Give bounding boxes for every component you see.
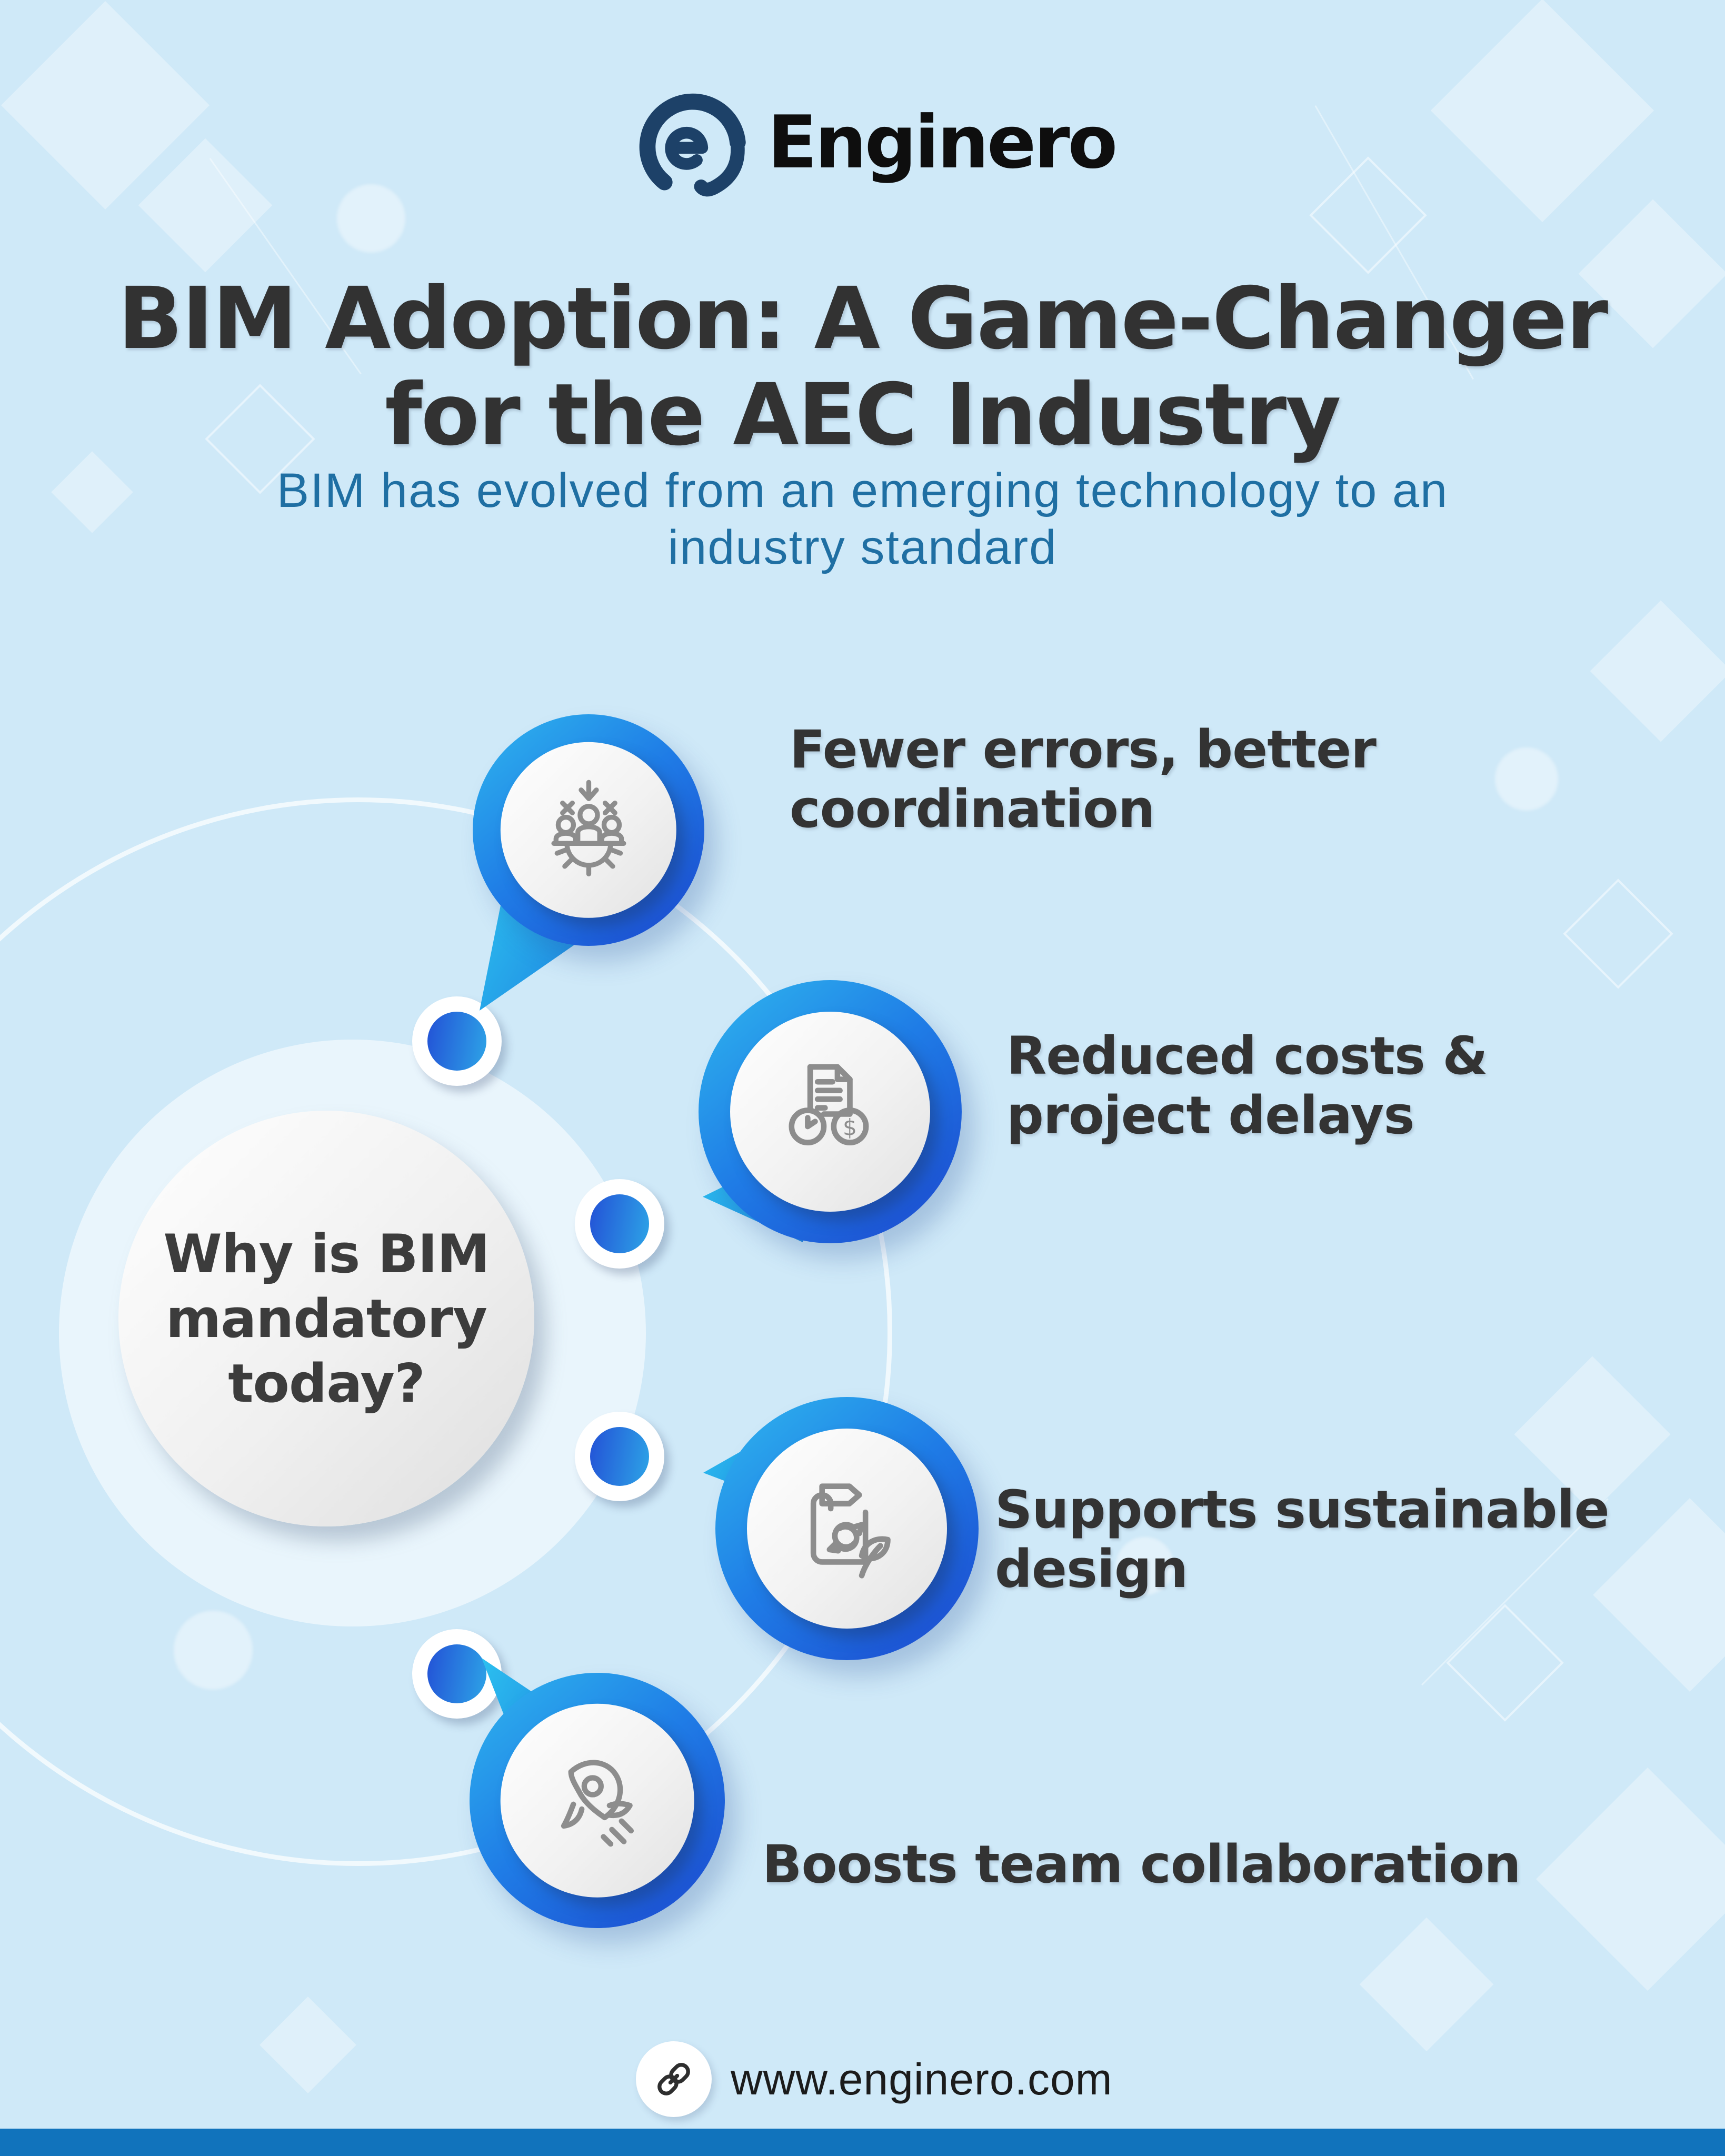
benefit-label-line: Supports sustainable	[995, 1480, 1610, 1540]
bg-diamond-outline	[1446, 1604, 1564, 1722]
bg-diamond	[138, 138, 273, 273]
bg-diamond-outline	[1309, 156, 1427, 274]
bg-soft-circle	[1116, 1537, 1174, 1595]
benefit-label-sustainable: Supports sustainable design	[995, 1480, 1610, 1600]
title-line-2: for the AEC Industry	[385, 366, 1341, 465]
bg-diamond	[260, 1997, 356, 2093]
benefit-label-line: project delays	[1006, 1085, 1414, 1146]
document-clock-dollar-icon: $	[789, 1064, 869, 1146]
benefit-bubble-costs: $	[699, 980, 962, 1243]
central-question-bubble: Why is BIM mandatory today?	[118, 1111, 534, 1526]
connector-dot	[575, 1179, 664, 1269]
link-icon	[657, 2063, 690, 2095]
benefit-label-line: Reduced costs &	[1006, 1026, 1488, 1086]
bg-diamond	[1359, 1917, 1494, 2052]
bg-diamond-outline	[1563, 879, 1673, 989]
benefit-bubble-sustainable	[715, 1397, 979, 1660]
link-badge	[636, 2041, 712, 2117]
central-question-line1: Why is BIM	[163, 1222, 490, 1285]
title-line-1: BIM Adoption: A Game-Changer	[117, 270, 1608, 368]
central-question-line2: mandatory	[165, 1287, 487, 1350]
footer: www.enginero.com	[636, 2041, 1113, 2117]
bubble-face	[747, 1429, 947, 1629]
benefit-label-line: Boosts team collaboration	[762, 1834, 1521, 1895]
rocket-icon	[561, 1760, 634, 1846]
benefit-label-collaboration: Boosts team collaboration	[762, 1835, 1521, 1894]
bg-soft-circle	[1495, 747, 1558, 811]
benefit-label-line: design	[995, 1539, 1188, 1600]
connector-dot	[412, 996, 502, 1086]
benefit-bubble-collaboration	[470, 1673, 725, 1928]
footer-website: www.enginero.com	[731, 2054, 1113, 2104]
bg-diamond	[1430, 0, 1654, 223]
svg-text:$: $	[843, 1115, 857, 1141]
connector-dot	[575, 1412, 664, 1501]
page-subtitle: BIM has evolved from an emerging technol…	[0, 462, 1725, 576]
bubble-face: $	[730, 1012, 930, 1212]
benefit-label-line: coordination	[790, 779, 1155, 840]
bubble-face	[500, 1703, 694, 1898]
benefit-bubble-errors	[473, 714, 704, 946]
benefit-label-errors: Fewer errors, better coordination	[790, 720, 1377, 840]
bg-soft-circle	[337, 184, 405, 253]
blueprint-recycle-leaf-icon	[811, 1483, 891, 1579]
bg-diamond	[1535, 1767, 1725, 1991]
bg-diamond	[1590, 600, 1725, 742]
bg-diamond	[1593, 1498, 1725, 1692]
subtitle-line-2: industry standard	[667, 521, 1058, 574]
brand-logo: Enginero	[634, 79, 1118, 205]
bottom-bar	[0, 2129, 1725, 2156]
team-gear-icon	[551, 780, 626, 876]
bubble-face	[500, 742, 677, 919]
benefit-label-line: Fewer errors, better	[790, 720, 1377, 780]
enginero-swirl-icon	[639, 93, 746, 196]
connector-dot	[412, 1629, 502, 1719]
page-title: BIM Adoption: A Game-Changer for the AEC…	[0, 271, 1725, 464]
subtitle-line-1: BIM has evolved from an emerging technol…	[276, 464, 1449, 517]
central-question-line3: today?	[228, 1352, 425, 1414]
central-question-text: Why is BIM mandatory today?	[163, 1222, 490, 1416]
benefit-label-costs: Reduced costs & project delays	[1006, 1026, 1488, 1145]
brand-name: Enginero	[767, 99, 1118, 185]
